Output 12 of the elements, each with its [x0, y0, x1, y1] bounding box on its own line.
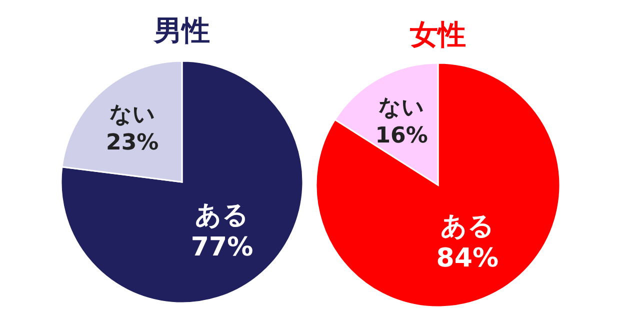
data-label: 16%: [375, 124, 428, 149]
pie-slice: [315, 62, 561, 308]
data-label: 23%: [106, 130, 159, 156]
chart-title: 女性: [409, 18, 466, 51]
data-label: 77%: [190, 232, 254, 262]
slice-label: ある: [440, 211, 494, 242]
data-label: 84%: [436, 243, 499, 274]
slice-label: ない: [109, 102, 156, 128]
pie-slice: [60, 60, 304, 304]
slice-label: ある: [195, 200, 250, 230]
slice-label: ない: [378, 96, 425, 121]
chart-title: 男性: [153, 14, 210, 47]
